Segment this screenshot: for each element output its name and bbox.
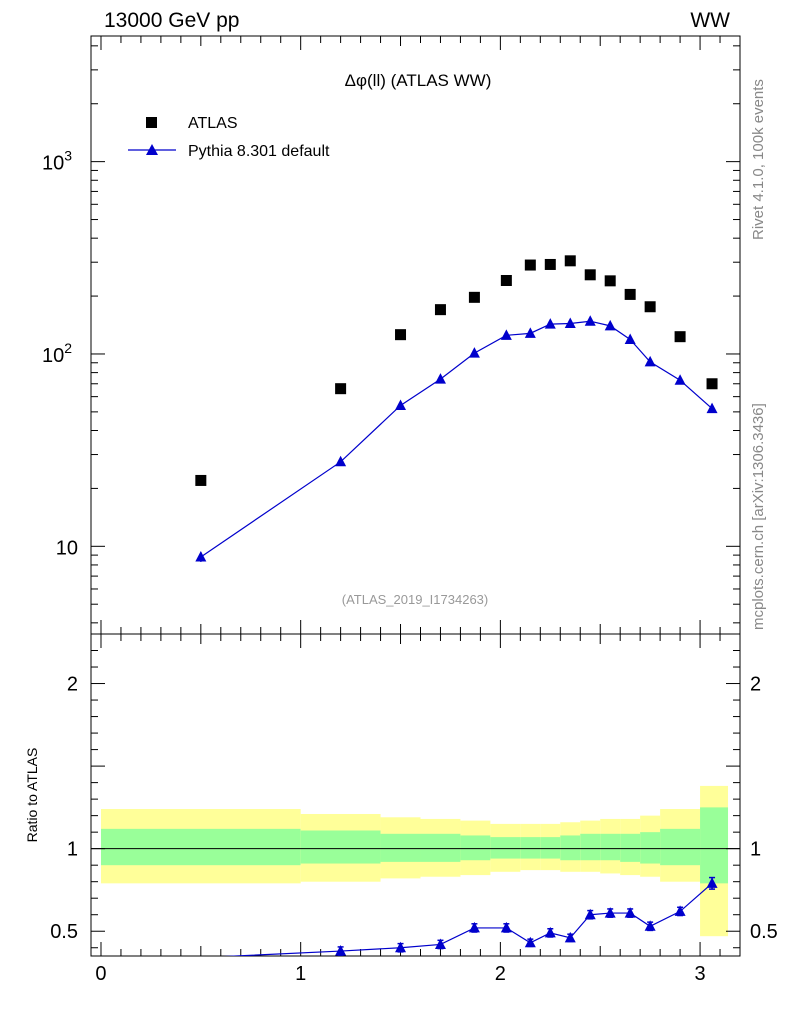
ratio-inner-band — [540, 837, 561, 859]
atlas-point — [468, 291, 480, 303]
ratio-point — [500, 921, 512, 933]
pythia-point — [706, 402, 718, 414]
ratio-frame — [90, 633, 741, 957]
ratio-xtick-label: 0 — [95, 963, 106, 985]
ratio-point — [564, 931, 576, 943]
pythia-point — [624, 333, 636, 344]
ratio-inner-band — [560, 835, 581, 861]
pythia-point — [434, 373, 446, 384]
pythia-point — [584, 315, 596, 326]
ratio-point — [434, 938, 446, 949]
ratio-inner-band — [580, 833, 601, 861]
ratio-point — [584, 908, 596, 920]
atlas-point — [584, 269, 596, 281]
pythia-point — [335, 455, 347, 467]
ratio-ylabel: Ratio to ATLAS — [24, 748, 40, 843]
legend-atlas-label: ATLAS — [188, 115, 238, 132]
ratio-line — [223, 882, 713, 956]
ratio-xtick-label: 2 — [495, 963, 506, 985]
energy-label: 13000 GeV pp — [104, 9, 239, 32]
ratio-inner-band — [620, 833, 641, 862]
pythia-point — [544, 318, 556, 329]
ratio-inner-band — [640, 832, 661, 864]
atlas-point — [434, 304, 446, 316]
ratio-ytick-label-right: 0.5 — [750, 921, 778, 943]
rivet-label: Rivet 4.1.0, 100k events — [750, 79, 767, 240]
ratio-data-marks — [223, 876, 718, 956]
pythia-point — [195, 550, 207, 562]
atlas-point — [395, 329, 407, 341]
ratio-inner-band — [300, 830, 381, 864]
pythia-point — [604, 319, 616, 331]
pythia-point — [644, 355, 656, 367]
ratio-ytick-label-right: 2 — [750, 674, 761, 696]
ratio-inner-band — [700, 807, 729, 884]
pythia-line — [200, 320, 713, 558]
mcplots-label: mcplots.cern.ch [arXiv:1306.3436] — [750, 403, 767, 630]
ratio-inner-band — [520, 837, 541, 859]
ratio-ytick-label: 1 — [67, 839, 78, 861]
pythia-point — [468, 347, 480, 358]
atlas-point — [564, 255, 576, 267]
atlas-point — [544, 258, 556, 270]
ratio-xtick-label: 1 — [295, 963, 306, 985]
upper-data-marks — [195, 255, 718, 562]
ratio-point — [604, 907, 616, 918]
legend-atlas-marker — [146, 117, 157, 128]
pythia-point — [500, 329, 512, 340]
atlas-point — [706, 378, 718, 390]
ratio-inner-band — [490, 837, 521, 859]
pythia-point — [524, 327, 536, 338]
upper-ytick-label: 103 — [42, 148, 72, 175]
ratio-inner-band — [660, 828, 701, 866]
analysis-id: (ATLAS_2019_I1734263) — [342, 592, 488, 607]
legend-pythia-marker — [146, 144, 158, 155]
ratio-ytick-label-right: 1 — [750, 839, 761, 861]
ratio-point — [674, 905, 686, 916]
legend: ATLAS Pythia 8.301 default — [128, 115, 330, 160]
upper-ytick-label: 10 — [56, 537, 78, 559]
ratio-point — [706, 877, 718, 888]
ratio-inner-band — [420, 833, 461, 862]
atlas-point — [524, 259, 536, 271]
ratio-inner-band — [600, 833, 621, 861]
pythia-point — [564, 317, 576, 329]
ratio-band-layer — [100, 785, 729, 937]
atlas-point — [335, 383, 347, 395]
ratio-point — [544, 926, 556, 938]
ratio-point — [395, 941, 407, 953]
ratio-xtick-label: 3 — [694, 963, 705, 985]
ratio-point — [624, 907, 636, 918]
atlas-point — [195, 474, 207, 486]
ratio-inner-band — [380, 833, 421, 862]
legend-pythia-label: Pythia 8.301 default — [188, 143, 330, 160]
atlas-point — [604, 275, 616, 287]
ratio-axis-ticks: 0 1 2 3 0.5 0.5 1 1 2 2 — [50, 634, 778, 985]
atlas-point — [624, 288, 636, 300]
ratio-point — [335, 945, 347, 956]
ratio-ytick-label: 2 — [67, 674, 78, 696]
pythia-point — [674, 374, 686, 385]
plot-title: Δφ(ll) (ATLAS WW) — [345, 71, 492, 90]
atlas-point — [644, 301, 656, 313]
ratio-point — [468, 921, 480, 933]
ratio-ytick-label: 0.5 — [50, 921, 78, 943]
ratio-point — [524, 936, 536, 948]
ratio-point — [644, 920, 656, 931]
pythia-point — [395, 399, 407, 410]
ratio-inner-band — [460, 835, 491, 861]
upper-ytick-label: 102 — [42, 340, 72, 367]
ratio-inner-band — [100, 828, 301, 866]
process-label: WW — [690, 9, 730, 32]
atlas-point — [674, 331, 686, 343]
atlas-point — [500, 274, 512, 286]
